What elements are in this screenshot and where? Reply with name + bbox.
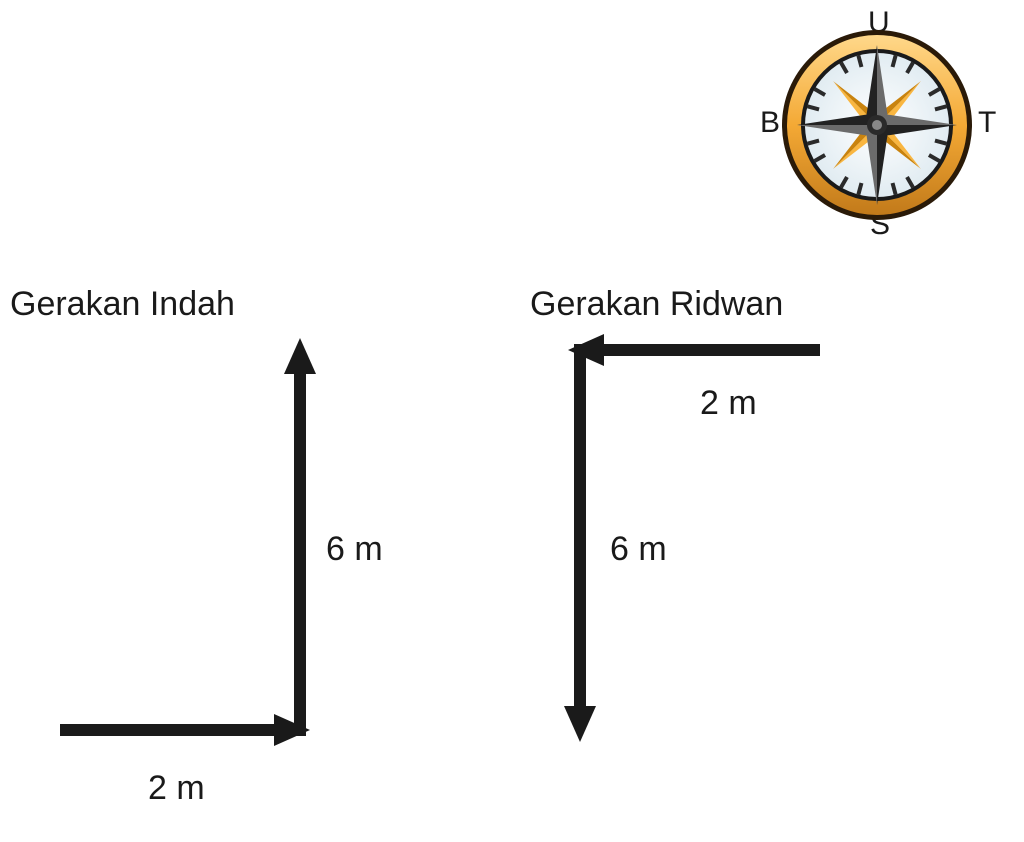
- compass-label-east: T: [978, 106, 996, 140]
- compass-icon: [780, 28, 974, 222]
- diagram-indah-title: Gerakan Indah: [10, 285, 235, 324]
- compass: U S B T: [770, 10, 990, 250]
- canvas: U S B T: [0, 0, 1024, 842]
- compass-label-west: B: [760, 106, 780, 140]
- indah-label-6m: 6 m: [326, 530, 383, 569]
- diagram-ridwan-title: Gerakan Ridwan: [530, 285, 783, 324]
- indah-label-2m: 2 m: [148, 769, 205, 808]
- diagram-indah: [60, 330, 390, 810]
- ridwan-label-6m: 6 m: [610, 530, 667, 569]
- ridwan-label-2m: 2 m: [700, 384, 757, 423]
- diagram-ridwan: [530, 330, 860, 810]
